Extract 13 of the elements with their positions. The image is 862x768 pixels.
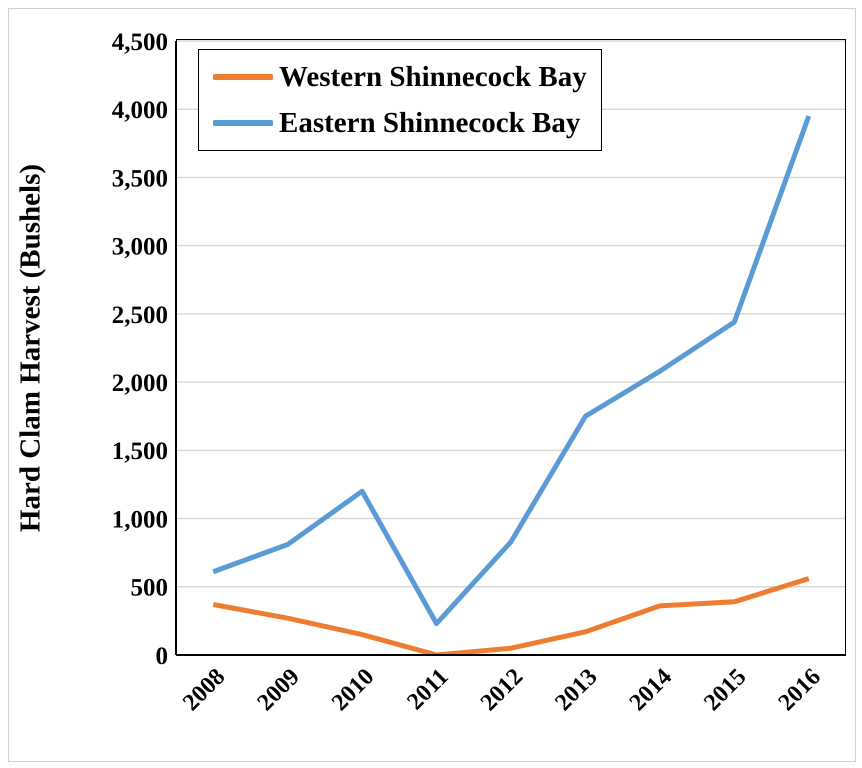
y-tick-label: 2,000 (112, 370, 168, 397)
y-tick-label: 1,500 (112, 438, 168, 466)
y-tick-label: 1,000 (112, 506, 168, 534)
y-tick-label: 2,500 (112, 302, 168, 329)
y-axis-title: Hard Clam Harvest (Bushels) (14, 164, 46, 532)
y-tick-label: 3,500 (112, 165, 168, 192)
y-tick-label: 500 (130, 574, 168, 602)
y-tick-label: 3,000 (112, 234, 168, 261)
y-tick-label: 4,500 (112, 28, 168, 56)
legend-label: Western Shinnecock Bay (279, 60, 587, 94)
legend-label: Eastern Shinnecock Bay (279, 106, 580, 140)
y-tick-label: 4,000 (112, 97, 168, 124)
y-tick-label: 0 (156, 642, 168, 670)
